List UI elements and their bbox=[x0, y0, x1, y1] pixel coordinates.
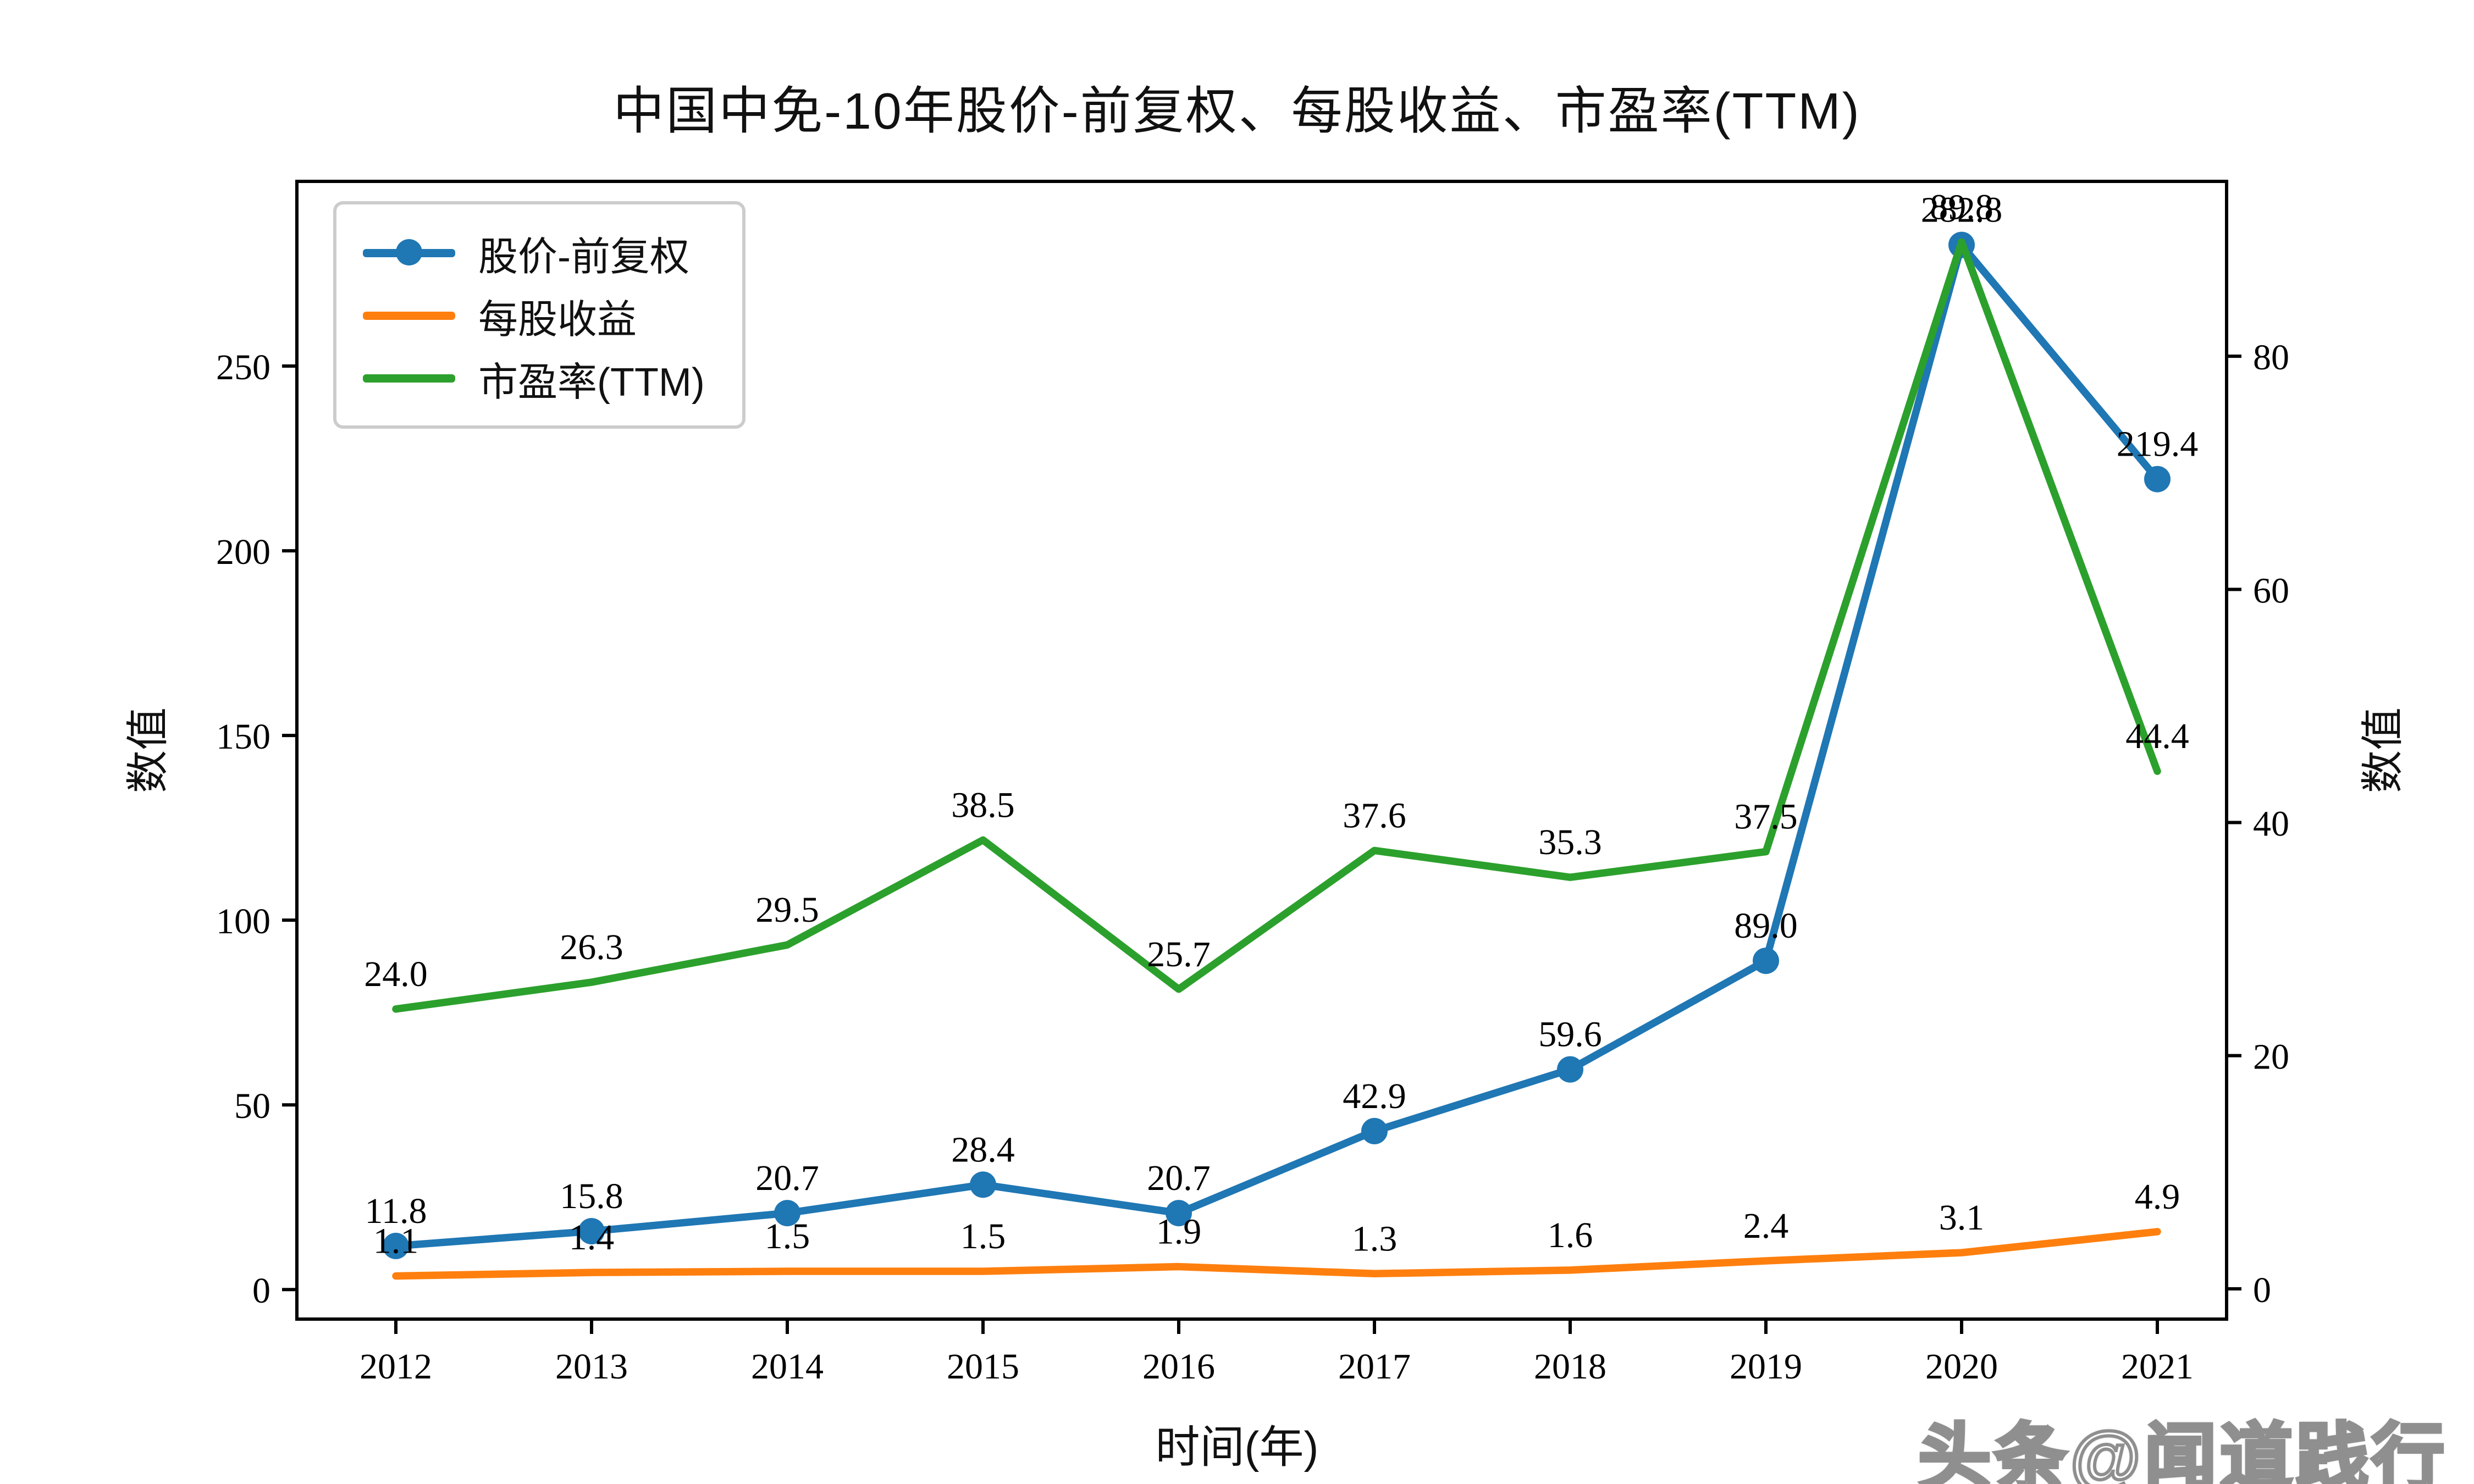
value-label: 42.9 bbox=[1343, 1076, 1406, 1116]
data-point bbox=[1557, 1056, 1583, 1083]
legend-label-eps: 每股收益 bbox=[478, 297, 637, 342]
value-label: 26.3 bbox=[560, 927, 623, 967]
y-tick-label-right: 40 bbox=[2253, 804, 2289, 844]
watermark-text: 头条@闻道践行 bbox=[1917, 1416, 2448, 1484]
value-label: 1.5 bbox=[960, 1216, 1006, 1256]
x-tick-label: 2019 bbox=[1730, 1347, 1802, 1387]
value-label: 1.4 bbox=[569, 1217, 615, 1258]
value-label: 59.6 bbox=[1538, 1015, 1602, 1055]
y-axis-label-right: 数值 bbox=[2357, 707, 2407, 794]
y-tick-label-left: 0 bbox=[252, 1271, 270, 1311]
data-point bbox=[1166, 1200, 1192, 1227]
legend-label-pe: 市盈率(TTM) bbox=[478, 360, 705, 405]
series-line-1 bbox=[392, 1228, 2161, 1280]
value-label: 1.5 bbox=[765, 1216, 810, 1256]
value-label: 282.8 bbox=[1921, 190, 2003, 230]
y-tick-label-right: 60 bbox=[2253, 571, 2289, 611]
y-tick-label-right: 80 bbox=[2253, 337, 2289, 378]
value-label: 29.5 bbox=[755, 890, 819, 930]
value-label: 15.8 bbox=[560, 1176, 623, 1216]
value-label: 37.6 bbox=[1343, 795, 1406, 835]
value-label: 89.8 bbox=[1930, 187, 1993, 227]
series-line-2 bbox=[392, 238, 2161, 1013]
y-tick-label-left: 250 bbox=[216, 347, 270, 387]
legend-line-price-icon bbox=[363, 239, 455, 265]
value-label: 38.5 bbox=[951, 785, 1015, 825]
data-point bbox=[1361, 1117, 1388, 1144]
x-axis-label: 时间(年) bbox=[1155, 1423, 1319, 1472]
value-label: 1.9 bbox=[1156, 1212, 1202, 1252]
value-label: 25.7 bbox=[1147, 934, 1211, 974]
data-point bbox=[2144, 466, 2171, 492]
y-axis-label-left: 数值 bbox=[123, 707, 173, 794]
legend-item-pe: 市盈率(TTM) bbox=[363, 346, 716, 409]
y-tick-label-left: 150 bbox=[216, 717, 270, 757]
data-point bbox=[1753, 948, 1779, 974]
x-tick-label: 2020 bbox=[1925, 1347, 1998, 1387]
value-label: 89.0 bbox=[1734, 906, 1798, 946]
legend-item-eps: 每股收益 bbox=[363, 284, 716, 346]
legend-line-pe-icon bbox=[363, 373, 455, 382]
plot-frame bbox=[295, 180, 2228, 1321]
x-tick-label: 2013 bbox=[555, 1347, 628, 1387]
value-label: 20.7 bbox=[755, 1158, 819, 1198]
x-tick-label: 2014 bbox=[751, 1347, 824, 1387]
data-point bbox=[383, 1232, 409, 1259]
value-label: 2.4 bbox=[1743, 1206, 1789, 1246]
value-label: 219.4 bbox=[2117, 424, 2199, 464]
chart-title: 中国中免-10年股价-前复权、每股收益、市盈率(TTM) bbox=[613, 82, 1861, 140]
value-label: 28.4 bbox=[951, 1129, 1015, 1170]
value-label: 44.4 bbox=[2125, 716, 2189, 756]
x-tick-label: 2016 bbox=[1142, 1347, 1215, 1387]
data-point bbox=[970, 1171, 996, 1198]
x-tick-label: 2015 bbox=[947, 1347, 1019, 1387]
value-label: 11.8 bbox=[365, 1191, 427, 1231]
value-label: 37.5 bbox=[1734, 797, 1798, 837]
x-tick-label: 2021 bbox=[2121, 1347, 2194, 1387]
legend-item-price: 股价-前复权 bbox=[363, 221, 716, 284]
y-tick-label-left: 200 bbox=[216, 532, 270, 572]
value-label: 4.9 bbox=[2135, 1177, 2180, 1217]
data-point bbox=[774, 1200, 800, 1227]
x-tick-label: 2012 bbox=[360, 1347, 432, 1387]
x-tick-label: 2018 bbox=[1534, 1347, 1606, 1387]
legend-line-eps-icon bbox=[363, 311, 455, 319]
value-label: 20.7 bbox=[1147, 1158, 1211, 1198]
legend-label-price: 股价-前复权 bbox=[478, 235, 689, 280]
x-tick-label: 2017 bbox=[1338, 1347, 1411, 1387]
y-tick-label-left: 100 bbox=[216, 901, 270, 942]
series-line-0 bbox=[392, 241, 2161, 1250]
y-tick-label-right: 0 bbox=[2253, 1270, 2271, 1310]
value-label: 1.3 bbox=[1352, 1219, 1398, 1259]
value-label: 1.1 bbox=[373, 1221, 419, 1261]
y-tick-label-right: 20 bbox=[2253, 1037, 2289, 1077]
value-label: 3.1 bbox=[1939, 1198, 1985, 1238]
legend: 股价-前复权 每股收益 市盈率(TTM) bbox=[333, 201, 745, 429]
value-label: 35.3 bbox=[1538, 822, 1602, 862]
y-tick-label-left: 50 bbox=[234, 1086, 270, 1126]
legend-marker-dot-icon bbox=[396, 239, 422, 265]
value-label: 24.0 bbox=[364, 954, 428, 994]
value-label: 1.6 bbox=[1548, 1215, 1593, 1255]
data-point bbox=[578, 1218, 605, 1245]
